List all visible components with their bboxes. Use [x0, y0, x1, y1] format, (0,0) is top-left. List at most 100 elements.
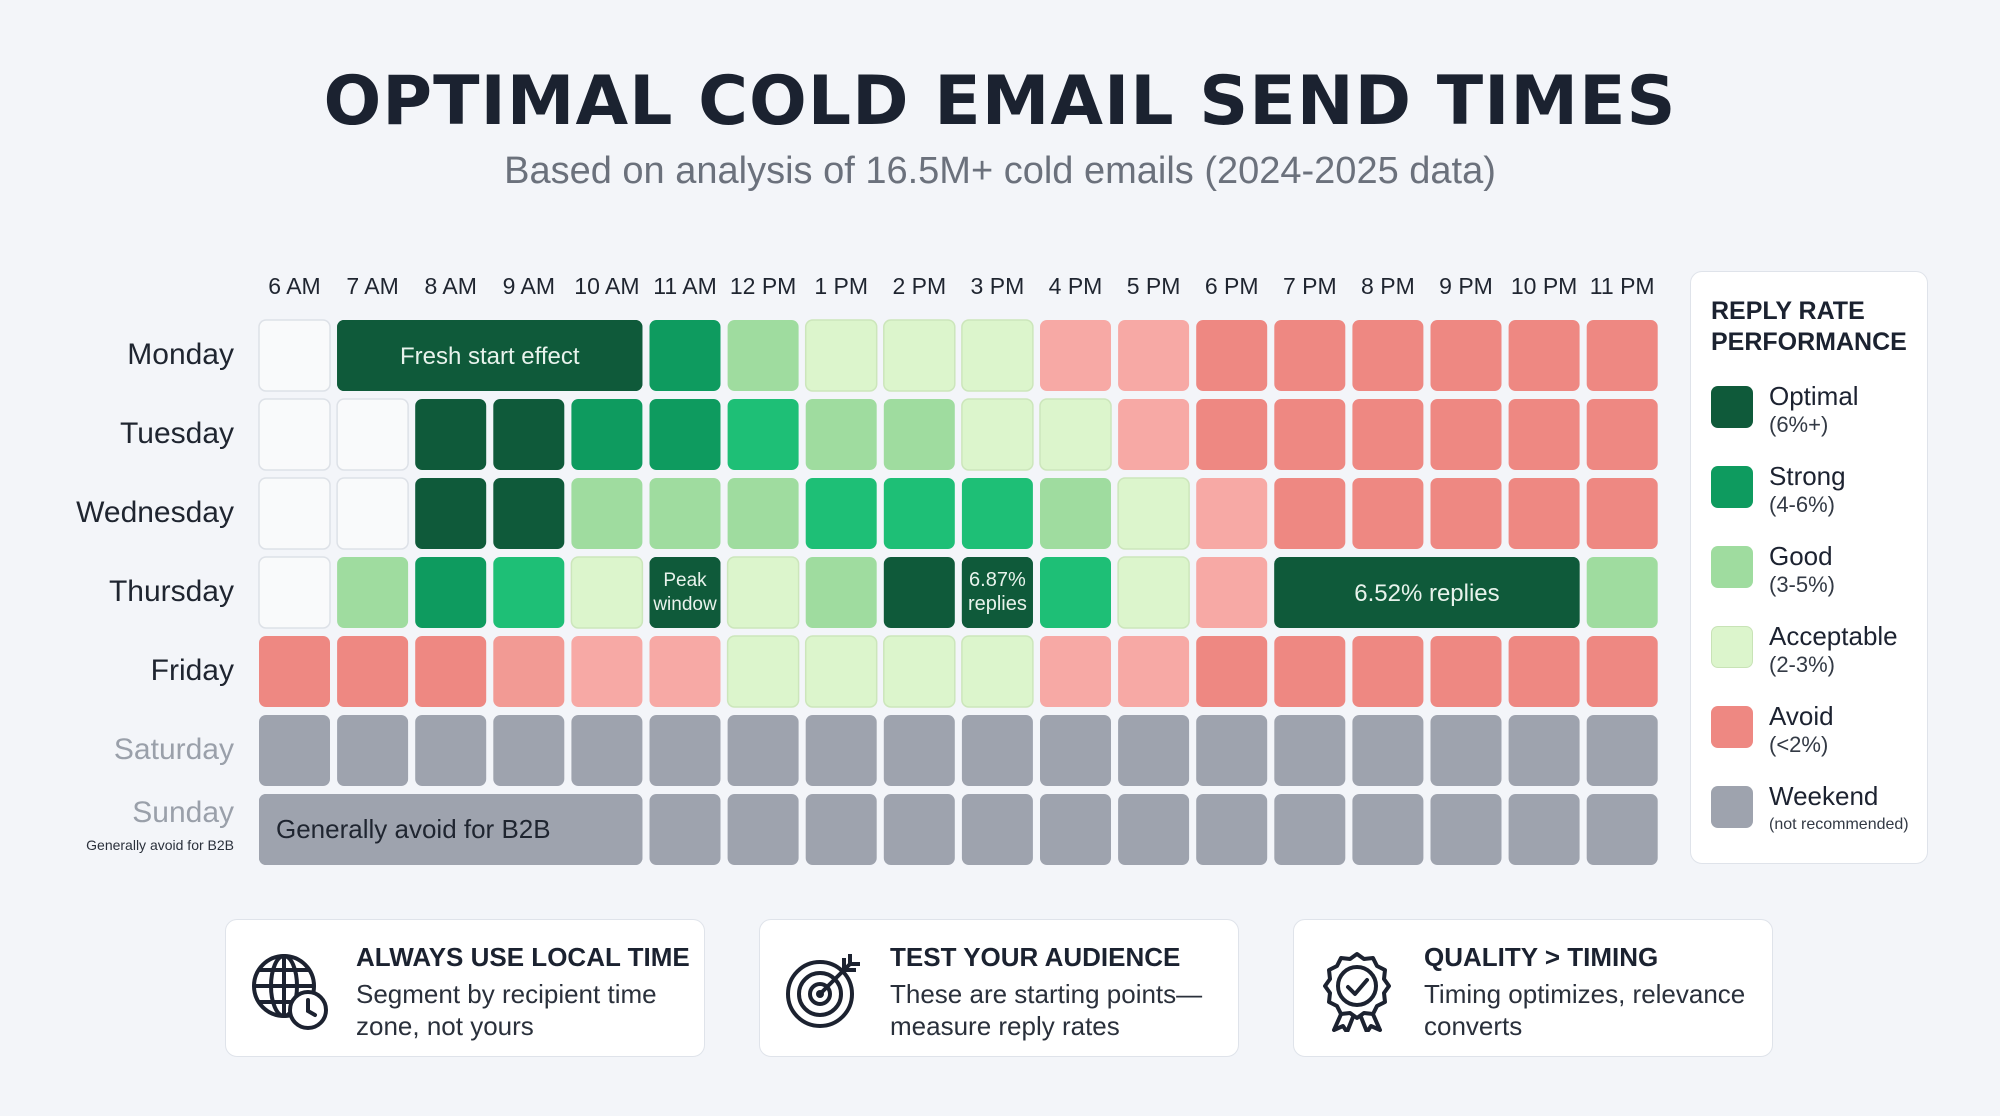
heatmap-cell: [883, 635, 956, 708]
heatmap-cell: [415, 557, 487, 628]
heatmap-cell: [1117, 556, 1190, 629]
heatmap-cell: [571, 478, 643, 549]
annotation-label: window: [652, 594, 717, 615]
heatmap-cell: [649, 636, 721, 707]
heatmap-cell: [1118, 636, 1190, 707]
heatmap-cell: [1118, 794, 1190, 865]
heatmap-cell: [259, 636, 330, 707]
heatmap-cell: [258, 477, 331, 550]
heatmap-cell: [1430, 794, 1502, 865]
legend-sublabel: (4-6%): [1769, 492, 1836, 517]
legend-label: Avoid: [1769, 701, 1834, 731]
annotation-block: [961, 557, 1033, 628]
x-tick-label: 7 PM: [1283, 273, 1337, 299]
x-tick-label: 9 PM: [1439, 273, 1493, 299]
heatmap-cell: [1430, 478, 1502, 549]
heatmap-cell: [1196, 794, 1268, 865]
legend-sublabel: (2-3%): [1769, 652, 1836, 677]
heatmap-chart: 6 AM 7 AM 8 AM 9 AM 10 AM 11 AM 12 PM 1 PM 2 PM 3…: [76, 273, 1658, 865]
heatmap-cell: [727, 715, 799, 786]
heatmap-cell: [805, 715, 877, 786]
heatmap-cell: [805, 478, 877, 549]
row-note: Generally avoid for B2B: [86, 837, 234, 853]
legend-label: Good: [1769, 541, 1833, 571]
heatmap-cell: [883, 557, 955, 628]
x-tick-label: 4 PM: [1049, 273, 1103, 299]
heatmap-cell: [1508, 320, 1580, 391]
annotation-block: [337, 320, 643, 391]
heatmap-cell: [1040, 557, 1111, 628]
heatmap-cell: [336, 477, 409, 550]
heatmap-cell: [493, 557, 565, 628]
heatmap-cell: [1508, 715, 1580, 786]
card-title: ALWAYS USE LOCAL TIME: [356, 942, 690, 972]
y-tick-label: Saturday: [114, 733, 234, 766]
heatmap-cell: [336, 398, 409, 471]
legend-item-good: Good (3-5%): [1711, 542, 1921, 602]
heatmap-cell: [258, 398, 331, 471]
annotation-block: [649, 557, 721, 628]
annotation-block: [259, 794, 643, 865]
tip-card-quality-timing: QUALITY > TIMING Timing optimizes, relev…: [1293, 919, 1773, 1057]
heatmap-cell: [1352, 636, 1424, 707]
heatmap-cell: [415, 478, 487, 549]
heatmap-cell: [727, 478, 799, 549]
legend-item-optimal: Optimal (6%+): [1711, 382, 1921, 442]
heatmap-cell: [1586, 636, 1658, 707]
heatmap-cell: [1040, 636, 1111, 707]
heatmap-cell: [883, 478, 955, 549]
card-text: Timing optimizes, relevance converts: [1424, 979, 1746, 1041]
heatmap-cell: [415, 399, 487, 470]
heatmap-cell: [1040, 715, 1111, 786]
legend-swatch: [1711, 546, 1753, 588]
heatmap-cell: [1508, 636, 1580, 707]
card-text: These are starting points—measure reply …: [890, 979, 1203, 1041]
heatmap-cell: [1586, 399, 1658, 470]
heatmap-cell: [1274, 320, 1346, 391]
heatmap-cell: [1274, 399, 1346, 470]
x-tick-label: 2 PM: [892, 273, 946, 299]
heatmap-cell: [883, 794, 955, 865]
y-tick-label: Sunday: [132, 796, 234, 829]
heatmap-cell: [493, 478, 565, 549]
y-tick-label: Tuesday: [120, 417, 234, 450]
legend-sublabel: (3-5%): [1769, 572, 1836, 597]
heatmap-cell: [493, 636, 565, 707]
legend-item-strong: Strong (4-6%): [1711, 462, 1921, 522]
heatmap-cell: [883, 399, 955, 470]
heatmap-cell: [1430, 715, 1502, 786]
heatmap-cell: [570, 556, 644, 629]
heatmap-cell: [805, 399, 877, 470]
award-badge-icon: [1323, 952, 1391, 1032]
heatmap-cell: [1118, 320, 1190, 391]
heatmap-cell: [804, 635, 878, 708]
legend-sublabel: (<2%): [1769, 732, 1829, 757]
heatmap-cell: [1118, 715, 1190, 786]
heatmap-cell: [1508, 794, 1580, 865]
x-tick-label: 10 AM: [574, 273, 639, 299]
heatmap-cell: [1040, 320, 1111, 391]
heatmap-cell: [883, 715, 955, 786]
y-tick-label: Monday: [127, 338, 234, 371]
heatmap-cell: [1196, 557, 1268, 628]
heatmap-cell: [1586, 794, 1658, 865]
heatmap-cell: [1508, 478, 1580, 549]
annotation-block: [1274, 557, 1580, 628]
heatmap-cell: [1352, 794, 1424, 865]
heatmap-cell: [649, 320, 721, 391]
heatmap-cell: [1274, 794, 1346, 865]
x-tick-label: 7 AM: [346, 273, 398, 299]
heatmap-cell: [961, 635, 1034, 708]
legend-item-acceptable: Acceptable (2-3%): [1711, 622, 1921, 682]
heatmap-cell: [1040, 478, 1111, 549]
x-tick-label: 5 PM: [1127, 273, 1181, 299]
heatmap-cell: [259, 715, 330, 786]
heatmap-cell: [337, 715, 409, 786]
heatmap-cell: [1586, 557, 1658, 628]
heatmap-cell: [1118, 399, 1190, 470]
heatmap-cell: [1508, 399, 1580, 470]
card-title: TEST YOUR AUDIENCE: [890, 942, 1181, 972]
annotation-label: Fresh start effect: [400, 343, 580, 370]
heatmap-cell: [805, 557, 877, 628]
heatmap-cell: [961, 478, 1033, 549]
